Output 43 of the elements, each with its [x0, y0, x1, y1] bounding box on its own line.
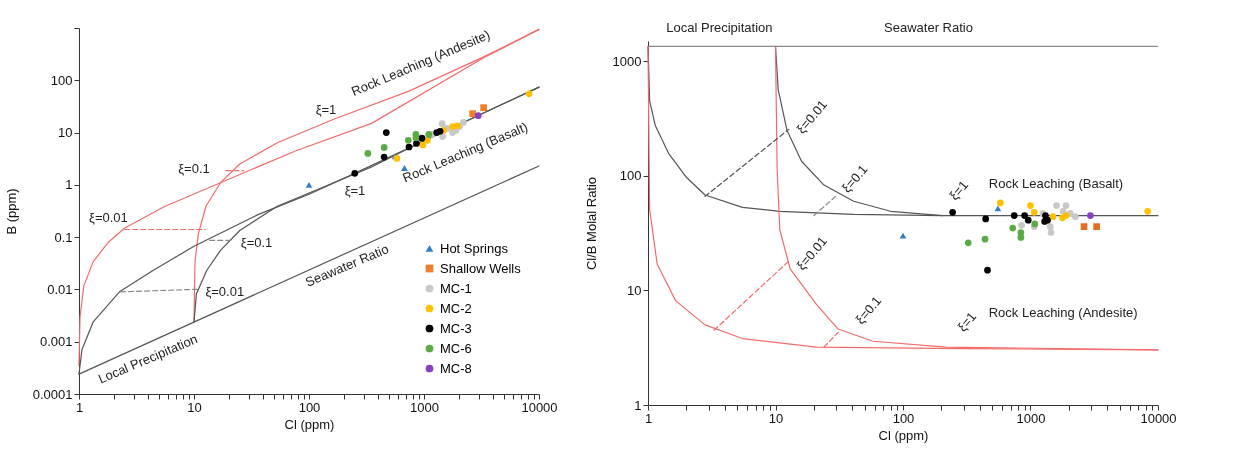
- legend-label: MC-8: [440, 360, 472, 376]
- y-tick-label: 100: [619, 168, 642, 184]
- x-tick-label: 100: [298, 399, 321, 415]
- annotation: ξ=1: [954, 308, 980, 335]
- text: Local Precipitation: [666, 20, 773, 35]
- x-axis-title: Cl (ppm): [878, 427, 929, 443]
- x-tick-label: 100: [892, 410, 915, 426]
- x-axis-title: Cl (ppm): [284, 416, 335, 432]
- annotation: Rock Leaching (Basalt): [988, 176, 1124, 192]
- legend-label: MC-1: [440, 280, 472, 296]
- y-tick-label: 0.1: [54, 229, 73, 245]
- ref-line-label: Seawater Ratio: [884, 20, 973, 35]
- y-tick-label: 100: [50, 72, 73, 88]
- y-tick-label: 10: [627, 282, 642, 298]
- y-axis-title: Cl/B Molal Ratio: [583, 176, 599, 271]
- legend-label: Shallow Wells: [440, 260, 522, 276]
- y-axis-title: B (ppm): [3, 188, 19, 235]
- x-tick-label: 10: [187, 399, 202, 415]
- y-tick-label: 0.01: [47, 281, 73, 297]
- annotation: ξ=1: [315, 101, 337, 117]
- y-tick-label: 10: [58, 125, 73, 141]
- annotation: ξ=0.01: [89, 210, 128, 226]
- x-tick-label: 1: [75, 399, 84, 415]
- x-tick-label: 10000: [521, 399, 558, 415]
- y-tick-label: 1000: [612, 53, 642, 69]
- legend-label: MC-6: [440, 340, 472, 356]
- x-tick-label: 1000: [1016, 410, 1046, 426]
- y-tick-label: 0.001: [39, 334, 73, 350]
- x-tick-label: 10000: [1140, 410, 1177, 426]
- annotation: ξ=0.1: [240, 234, 273, 250]
- legend-label: MC-2: [440, 300, 472, 316]
- annotation: ξ=0.1: [178, 161, 210, 177]
- y-tick-label: 1: [65, 177, 73, 193]
- x-tick-label: 10: [768, 410, 784, 426]
- annotation: ξ=1: [946, 177, 972, 204]
- x-tick-label: 1000: [410, 399, 439, 415]
- annotation: ξ=0.01: [205, 283, 245, 299]
- y-tick-label: 0.0001: [32, 386, 73, 402]
- annotation: ξ=1: [344, 182, 366, 198]
- legend-label: Hot Springs: [440, 240, 509, 256]
- legend-label: MC-3: [440, 320, 472, 336]
- annotation: Rock Leaching (Andesite): [988, 304, 1138, 320]
- x-tick-label: 1: [644, 410, 653, 426]
